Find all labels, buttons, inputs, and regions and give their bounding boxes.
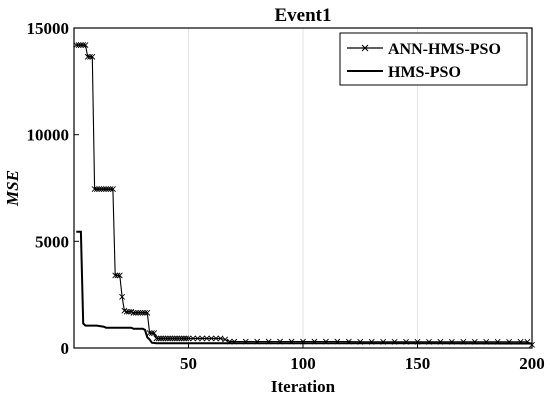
data-point-ann-hms-pso <box>153 335 160 342</box>
data-point-ann-hms-pso <box>199 335 206 342</box>
data-point-ann-hms-pso <box>103 186 109 192</box>
data-point-ann-hms-pso <box>167 335 174 342</box>
data-point-ann-hms-pso <box>142 309 148 316</box>
data-point-ann-hms-pso <box>105 186 112 192</box>
data-point-ann-hms-pso <box>208 335 215 342</box>
data-point-ann-hms-pso <box>116 272 123 279</box>
data-point-ann-hms-pso <box>217 335 224 342</box>
data-point-ann-hms-pso <box>84 53 91 60</box>
data-point-ann-hms-pso <box>144 309 151 316</box>
data-point-ann-hms-pso <box>158 335 164 342</box>
data-point-ann-hms-pso <box>185 335 192 342</box>
data-point-ann-hms-pso <box>135 309 142 316</box>
data-point-ann-hms-pso <box>146 330 153 336</box>
x-axis-label: Iteration <box>271 377 336 396</box>
data-point-ann-hms-pso <box>176 335 183 342</box>
x-tick-label: 150 <box>405 354 431 373</box>
data-point-ann-hms-pso <box>190 335 196 342</box>
data-point-ann-hms-pso <box>112 272 119 279</box>
data-point-ann-hms-pso <box>100 186 107 192</box>
y-tick-label: 0 <box>61 339 70 358</box>
y-tick-label: 10000 <box>27 126 70 145</box>
data-point-ann-hms-pso <box>75 42 82 48</box>
data-point-ann-hms-pso <box>169 335 176 342</box>
series-layer <box>73 42 535 348</box>
data-point-ann-hms-pso <box>183 335 190 342</box>
legend-box <box>339 32 528 86</box>
data-point-ann-hms-pso <box>80 42 87 48</box>
data-point-ann-hms-pso <box>93 186 100 192</box>
data-point-ann-hms-pso <box>174 335 180 342</box>
data-point-ann-hms-pso <box>130 309 137 316</box>
x-tick-label: 200 <box>519 354 545 373</box>
x-tick-label: 50 <box>180 354 197 373</box>
data-point-ann-hms-pso <box>160 335 167 342</box>
data-point-ann-hms-pso <box>119 293 126 300</box>
y-axis-label: MSE <box>3 170 22 207</box>
data-point-ann-hms-pso <box>123 308 130 315</box>
data-point-ann-hms-pso <box>151 330 158 336</box>
legend-label-ann-hms-pso: ANN-HMS-PSO <box>388 41 501 58</box>
data-point-ann-hms-pso <box>203 335 210 342</box>
series-line-hms-pso <box>76 230 533 345</box>
data-point-ann-hms-pso <box>110 186 116 192</box>
data-point-ann-hms-pso <box>164 335 171 342</box>
data-point-ann-hms-pso <box>98 186 105 192</box>
y-tick-label: 15000 <box>27 19 70 38</box>
data-point-ann-hms-pso <box>114 272 121 279</box>
data-point-ann-hms-pso <box>107 186 114 192</box>
legend: ANN-HMS-PSO HMS-PSO <box>339 32 528 86</box>
data-point-ann-hms-pso <box>89 53 96 60</box>
data-point-ann-hms-pso <box>139 309 146 316</box>
data-point-ann-hms-pso <box>162 335 169 342</box>
data-point-ann-hms-pso <box>132 309 139 316</box>
data-point-ann-hms-pso <box>222 336 229 343</box>
data-point-ann-hms-pso <box>137 309 144 316</box>
data-point-ann-hms-pso <box>87 53 93 60</box>
y-tick-label: 5000 <box>35 232 69 251</box>
axis-ticks: 50 100 150 200 0 5000 10000 15000 <box>27 19 545 373</box>
legend-label-hms-pso: HMS-PSO <box>388 64 461 81</box>
data-point-ann-hms-pso <box>96 186 103 192</box>
data-point-ann-hms-pso <box>171 335 178 342</box>
data-point-ann-hms-pso <box>181 335 187 342</box>
data-point-ann-hms-pso <box>155 335 162 342</box>
chart-title: Event1 <box>275 5 332 26</box>
data-point-ann-hms-pso <box>126 308 132 315</box>
data-point-ann-hms-pso <box>178 335 185 342</box>
data-point-ann-hms-pso <box>194 335 201 342</box>
data-point-ann-hms-pso <box>82 42 89 48</box>
data-point-ann-hms-pso <box>213 335 219 342</box>
x-tick-label: 100 <box>290 354 316 373</box>
data-point-ann-hms-pso <box>91 186 98 192</box>
data-point-ann-hms-pso <box>77 42 84 48</box>
data-point-ann-hms-pso <box>148 330 155 336</box>
legend-marker-ann-hms-pso <box>361 44 369 52</box>
